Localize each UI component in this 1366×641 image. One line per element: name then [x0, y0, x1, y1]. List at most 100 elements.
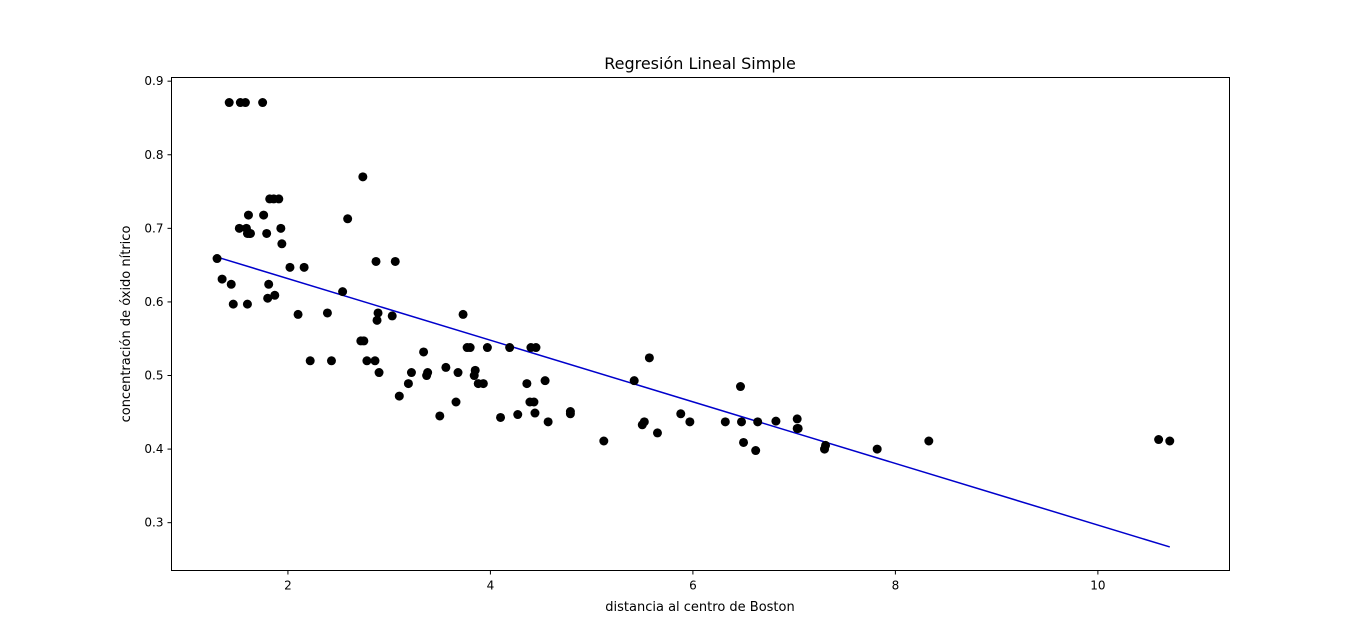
data-point: [530, 408, 540, 418]
data-point: [226, 279, 236, 289]
data-point: [224, 98, 234, 108]
data-point: [513, 410, 523, 420]
y-tick-label: 0.6: [144, 295, 163, 309]
data-point: [362, 356, 372, 366]
data-point: [228, 299, 238, 309]
data-point: [374, 368, 384, 378]
data-point: [245, 228, 255, 238]
data-point: [1154, 435, 1164, 445]
regression-line: [216, 256, 1170, 548]
data-point: [242, 299, 252, 309]
data-point: [270, 290, 280, 300]
data-point: [652, 428, 662, 438]
data-point: [403, 379, 413, 389]
data-point: [406, 368, 416, 378]
data-point: [326, 356, 336, 366]
data-point: [676, 409, 686, 419]
data-point: [343, 214, 353, 224]
data-point: [370, 356, 380, 366]
data-point: [274, 194, 284, 204]
data-point: [771, 416, 781, 426]
data-point: [644, 353, 654, 363]
data-point: [259, 210, 269, 220]
data-point: [720, 417, 730, 427]
data-point: [359, 336, 369, 346]
plot-frame: [171, 77, 1230, 571]
data-point: [243, 210, 253, 220]
y-tick-label: 0.9: [144, 74, 163, 88]
data-point: [599, 436, 609, 446]
data-point: [1165, 436, 1175, 446]
data-point: [737, 417, 746, 427]
data-point: [394, 391, 404, 401]
x-axis: 2 4 6 8 10: [284, 570, 1106, 593]
x-tick-label: 2: [284, 579, 292, 593]
y-tick-label: 0.5: [144, 369, 163, 383]
x-tick-label: 6: [689, 579, 697, 593]
data-point: [735, 382, 745, 392]
y-tick-label: 0.8: [144, 148, 163, 162]
data-point: [739, 437, 749, 447]
data-point: [212, 254, 222, 264]
data-point: [751, 446, 761, 456]
data-point: [529, 397, 539, 407]
data-point: [470, 365, 480, 375]
data-point: [419, 347, 429, 357]
chart-title: Regresión Lineal Simple: [604, 54, 796, 73]
x-axis-label: distancia al centro de Boston: [605, 600, 794, 615]
data-point: [373, 308, 383, 318]
data-point: [299, 262, 309, 272]
x-tick-label: 4: [487, 579, 495, 593]
data-point: [372, 315, 382, 325]
data-point: [872, 444, 882, 454]
data-point: [453, 368, 463, 378]
data-point: [496, 412, 506, 422]
data-point: [435, 411, 445, 421]
data-point: [338, 287, 348, 297]
x-tick-label: 8: [892, 579, 900, 593]
data-point: [285, 262, 295, 272]
data-point: [358, 172, 368, 182]
data-point: [240, 98, 250, 108]
x-tick-label: 10: [1090, 579, 1105, 593]
data-point: [543, 417, 553, 427]
data-point: [540, 376, 550, 386]
data-point: [565, 407, 575, 417]
data-point: [387, 311, 397, 321]
data-point: [639, 417, 649, 427]
data-point: [792, 414, 802, 424]
data-point: [322, 308, 332, 318]
data-point: [217, 274, 227, 284]
data-point: [753, 417, 763, 427]
y-axis-label: concentración de óxido nítrico: [119, 226, 134, 423]
data-point: [531, 343, 541, 353]
data-point: [458, 309, 468, 319]
data-point: [441, 362, 451, 372]
data-point: [685, 417, 695, 427]
data-point: [505, 343, 515, 353]
data-point: [276, 223, 286, 233]
y-tick-label: 0.7: [144, 221, 163, 235]
data-point: [263, 293, 273, 303]
data-point: [793, 423, 803, 433]
data-point: [423, 368, 433, 378]
y-tick-label: 0.4: [144, 442, 163, 456]
data-point: [821, 440, 831, 450]
data-point: [924, 436, 934, 446]
data-point: [305, 356, 315, 366]
data-point: [451, 397, 461, 407]
data-point: [264, 279, 274, 289]
plot-area: [212, 98, 1175, 548]
data-point: [371, 256, 381, 266]
data-point: [277, 239, 287, 249]
y-axis: 0.3 0.4 0.5 0.6 0.7 0.8 0.9: [144, 74, 172, 530]
data-point: [293, 309, 303, 319]
data-point: [522, 379, 532, 389]
data-point: [258, 98, 268, 108]
data-point: [234, 223, 244, 233]
y-tick-label: 0.3: [144, 516, 163, 530]
data-point: [262, 228, 272, 238]
data-point: [482, 343, 492, 353]
data-point: [390, 256, 400, 266]
